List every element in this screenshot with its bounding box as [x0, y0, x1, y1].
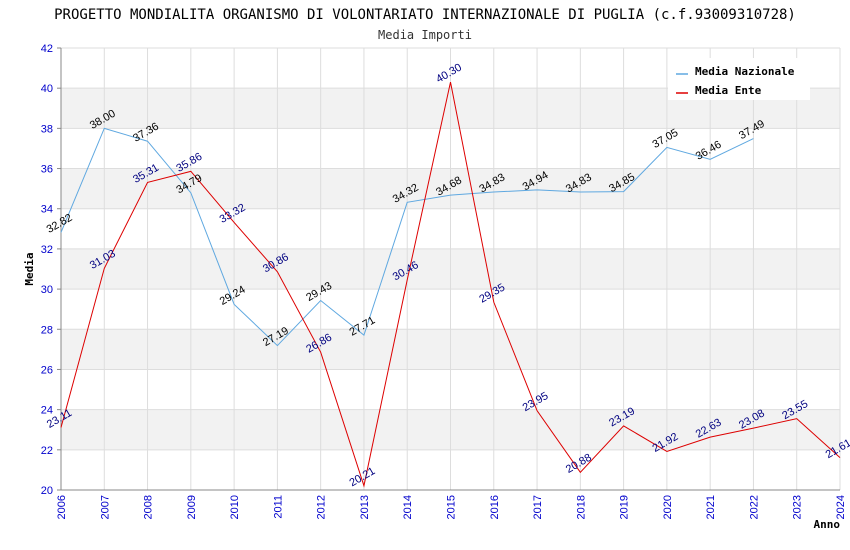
y-tick-label: 42	[41, 43, 53, 55]
y-tick-label: 30	[41, 284, 53, 296]
x-tick-label: 2017	[532, 495, 544, 519]
y-tick-label: 38	[41, 123, 53, 135]
legend: Media Nazionale Media Ente	[668, 58, 810, 100]
y-tick-label: 34	[41, 204, 53, 216]
legend-box	[668, 58, 810, 100]
x-tick-label: 2022	[748, 495, 760, 519]
series-line-media-nazionale	[60, 127, 754, 347]
x-tick-label: 2016	[489, 495, 501, 519]
chart-subtitle: Media Importi	[378, 28, 472, 42]
x-tick-label: 2015	[446, 495, 458, 519]
data-label: 37.05	[650, 127, 680, 151]
x-tick-label: 2006	[56, 495, 68, 519]
series-line-media-ente	[60, 82, 841, 488]
series-lines	[60, 82, 841, 488]
x-tick-label: 2013	[359, 495, 371, 519]
x-tick-label: 2011	[272, 495, 284, 519]
y-tick-label: 28	[41, 324, 53, 336]
y-tick-labels: 20 22 24 26 28 30 32 34 36 38 40 42	[41, 43, 61, 497]
x-tick-label: 2023	[792, 495, 804, 519]
x-tick-label: 2020	[662, 495, 674, 519]
y-tick-label: 36	[41, 164, 53, 176]
y-tick-label: 32	[41, 244, 53, 256]
gridlines	[60, 47, 841, 491]
data-label: 40.30	[434, 61, 464, 85]
x-tick-label: 2014	[402, 495, 414, 519]
y-tick-label: 26	[41, 364, 53, 376]
y-tick-label: 24	[41, 405, 53, 417]
y-tick-label: 40	[41, 83, 53, 95]
x-axis-label: Anno	[814, 518, 841, 531]
x-tick-label: 2021	[705, 495, 717, 519]
legend-label-media-nazionale: Media Nazionale	[695, 65, 795, 78]
x-tick-label: 2008	[143, 495, 155, 519]
x-tick-label: 2010	[229, 495, 241, 519]
x-tick-label: 2018	[575, 495, 587, 519]
chart-title: PROGETTO MONDIALITA ORGANISMO DI VOLONTA…	[54, 7, 796, 23]
x-tick-labels: 2006 2007 2008 2009 2010 2011 2012 2013 2014 2015…	[56, 495, 847, 519]
x-tick-label: 2012	[316, 495, 328, 519]
x-tick-label: 2009	[186, 495, 198, 519]
y-tick-label: 22	[41, 445, 53, 457]
x-tick-label: 2019	[619, 495, 631, 519]
data-label: 20.21	[348, 465, 378, 489]
legend-label-media-ente: Media Ente	[695, 84, 762, 97]
y-tick-label: 20	[41, 485, 53, 497]
x-tick-label: 2007	[99, 495, 111, 519]
x-tick-label: 2024	[835, 495, 847, 519]
y-axis-label: Media	[23, 252, 36, 285]
